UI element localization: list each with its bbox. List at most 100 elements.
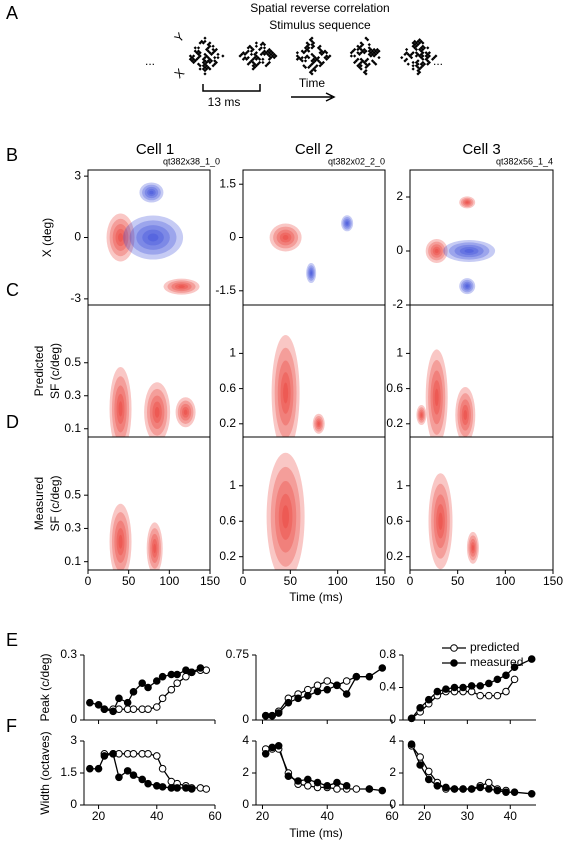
noise-pixel: [213, 56, 217, 60]
contour: [116, 528, 125, 556]
contour: [432, 246, 441, 256]
noise-pixel: [203, 36, 207, 40]
data-point: [407, 714, 416, 723]
noise-pixel: [216, 56, 220, 60]
map-frame: [409, 169, 554, 306]
contour: [276, 229, 295, 246]
heatmap: [425, 196, 496, 295]
data-point: [493, 675, 502, 684]
noise-pixel: [248, 60, 252, 65]
noise-pixel: [216, 52, 220, 56]
data-point: [416, 753, 424, 761]
data-point: [173, 679, 181, 687]
contour: [459, 247, 479, 255]
contour: [273, 226, 299, 249]
data-point: [144, 779, 152, 788]
contour: [314, 416, 324, 432]
contour: [270, 466, 301, 567]
data-point: [502, 671, 510, 680]
arrow-label: Time: [299, 76, 326, 90]
contour: [464, 283, 471, 289]
contour: [180, 403, 192, 421]
y-tick-label: 0: [242, 712, 249, 726]
contour: [142, 184, 161, 201]
x-tick-label: 100: [328, 574, 348, 588]
x-tick-label: 20: [92, 809, 106, 823]
noise-pixel: [238, 54, 242, 58]
noise-pixel: [201, 41, 205, 45]
noise-pixel: [310, 36, 314, 40]
data-point: [378, 786, 387, 795]
noise-pixel: [211, 44, 215, 48]
x-tick-label: 40: [321, 809, 335, 823]
noise-pixel: [203, 62, 207, 66]
data-point: [450, 683, 459, 692]
data-point: [485, 691, 493, 700]
contour: [428, 473, 453, 570]
contour: [153, 543, 157, 554]
data-point: [476, 691, 485, 700]
x-tick-label: 50: [122, 574, 136, 588]
x-tick-label: 50: [451, 574, 465, 588]
y-tick-label: -1.5: [215, 283, 236, 297]
data-point: [138, 775, 147, 784]
data-point: [115, 694, 123, 703]
noise-pixel: [254, 41, 258, 45]
noise-pixel: [254, 44, 259, 48]
contour: [146, 522, 163, 570]
data-point: [129, 705, 138, 713]
y-tick-label: -2: [392, 297, 403, 311]
noise-pixel: [367, 42, 371, 47]
data-point: [274, 742, 283, 750]
contour: [315, 418, 323, 430]
contour: [144, 186, 159, 199]
contour: [418, 409, 425, 421]
noise-pixel: [221, 54, 225, 58]
noise-pixel: [211, 47, 215, 52]
data-point: [284, 698, 293, 707]
noise-pixel: [377, 56, 381, 60]
contour: [114, 385, 127, 433]
data-point: [433, 782, 442, 790]
data-point: [510, 663, 519, 671]
contour: [178, 285, 185, 289]
data-point: [274, 709, 283, 717]
contour: [151, 539, 158, 558]
data-point: [196, 664, 205, 672]
data-point: [304, 775, 312, 784]
noise-pixel: [364, 69, 368, 73]
contour: [109, 503, 132, 570]
data-point: [152, 703, 161, 711]
data-point: [144, 683, 152, 692]
y-tick-label: 0.1: [64, 554, 81, 568]
noise-pixel: [418, 54, 422, 58]
data-point: [152, 677, 161, 685]
map-frame: [87, 436, 211, 571]
contour: [282, 234, 289, 241]
noise-pixel: [411, 67, 415, 71]
data-point: [510, 788, 519, 797]
contour: [114, 520, 127, 564]
map-frame: [242, 304, 386, 438]
x-tick-label: 60: [208, 809, 222, 823]
y-axis-label: Width (octaves): [38, 731, 52, 814]
data-point: [485, 778, 493, 787]
y-tick-label: 0.1: [64, 421, 81, 435]
data-point: [407, 740, 416, 749]
x-tick-label: 40: [504, 809, 518, 823]
contour: [307, 265, 316, 281]
contour: [342, 217, 352, 230]
x-tick-label: 100: [495, 574, 515, 588]
data-point: [467, 682, 476, 690]
y-tick-label: 0.6: [219, 381, 236, 395]
data-point: [294, 694, 302, 703]
contour: [118, 401, 123, 417]
contour: [148, 528, 161, 569]
contour: [146, 388, 168, 436]
contour: [462, 199, 472, 206]
data-point: [493, 691, 502, 700]
data-point: [442, 783, 450, 792]
cell-id: qt382x38_1_0: [163, 156, 220, 166]
contour: [310, 271, 313, 275]
data-point: [123, 767, 132, 775]
